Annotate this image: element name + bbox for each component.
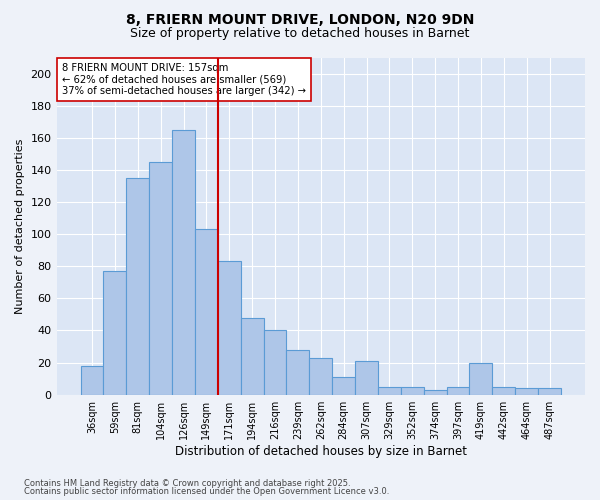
Text: Contains HM Land Registry data © Crown copyright and database right 2025.: Contains HM Land Registry data © Crown c…: [24, 478, 350, 488]
Text: 8, FRIERN MOUNT DRIVE, LONDON, N20 9DN: 8, FRIERN MOUNT DRIVE, LONDON, N20 9DN: [126, 12, 474, 26]
Bar: [355, 361, 378, 394]
Bar: [469, 362, 493, 394]
Bar: [263, 330, 286, 394]
Text: Contains public sector information licensed under the Open Government Licence v3: Contains public sector information licen…: [24, 487, 389, 496]
Y-axis label: Number of detached properties: Number of detached properties: [15, 138, 25, 314]
Bar: [195, 230, 218, 394]
Bar: [286, 350, 310, 395]
X-axis label: Distribution of detached houses by size in Barnet: Distribution of detached houses by size …: [175, 444, 467, 458]
Bar: [332, 377, 355, 394]
Bar: [401, 386, 424, 394]
Bar: [515, 388, 538, 394]
Bar: [378, 386, 401, 394]
Bar: [446, 386, 469, 394]
Bar: [103, 271, 127, 394]
Text: 8 FRIERN MOUNT DRIVE: 157sqm
← 62% of detached houses are smaller (569)
37% of s: 8 FRIERN MOUNT DRIVE: 157sqm ← 62% of de…: [62, 62, 306, 96]
Bar: [538, 388, 561, 394]
Bar: [218, 262, 241, 394]
Bar: [241, 318, 263, 394]
Bar: [172, 130, 195, 394]
Bar: [149, 162, 172, 394]
Bar: [127, 178, 149, 394]
Text: Size of property relative to detached houses in Barnet: Size of property relative to detached ho…: [130, 28, 470, 40]
Bar: [493, 386, 515, 394]
Bar: [310, 358, 332, 395]
Bar: [424, 390, 446, 394]
Bar: [80, 366, 103, 394]
